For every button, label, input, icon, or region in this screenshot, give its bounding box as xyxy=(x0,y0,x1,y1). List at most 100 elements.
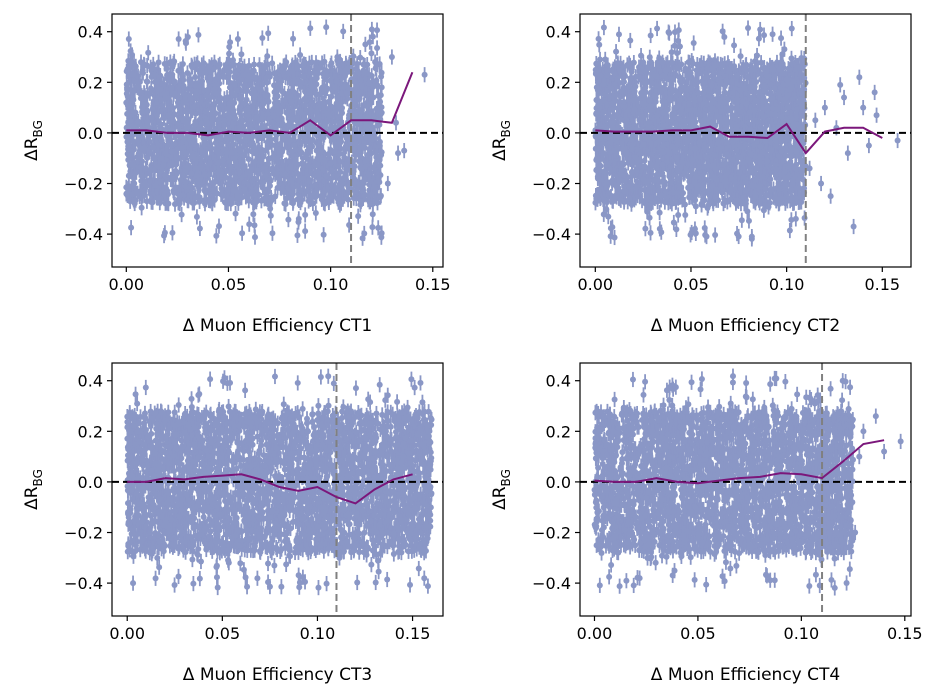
data-point xyxy=(264,111,271,118)
plot-content xyxy=(112,14,443,267)
data-point xyxy=(161,90,168,97)
data-point xyxy=(369,136,376,143)
data-point xyxy=(269,60,276,67)
data-point xyxy=(188,153,195,160)
data-point xyxy=(206,143,213,150)
data-point xyxy=(237,103,244,110)
panel-ct1: Δ Muon Efficiency CT1 ΔRBG 0.00 0.05 0.10 0… xyxy=(22,13,451,336)
data-point xyxy=(259,35,266,42)
data-point xyxy=(288,148,295,155)
data-point xyxy=(154,78,161,85)
data-point xyxy=(359,143,366,150)
data-point xyxy=(306,178,313,185)
data-point xyxy=(192,74,199,81)
data-point xyxy=(322,71,329,78)
data-point xyxy=(125,36,132,43)
data-point xyxy=(227,177,234,184)
data-point xyxy=(357,198,364,205)
data-point xyxy=(154,195,161,202)
data-point xyxy=(358,82,365,89)
data-point xyxy=(203,92,210,99)
data-point xyxy=(232,174,239,181)
data-point xyxy=(264,160,271,167)
data-point xyxy=(274,155,281,162)
data-point xyxy=(331,148,338,155)
data-point xyxy=(316,156,323,163)
data-point xyxy=(246,221,253,228)
data-point xyxy=(152,182,159,189)
data-point xyxy=(157,86,164,93)
data-point xyxy=(131,170,138,177)
data-point xyxy=(366,39,373,46)
data-point xyxy=(300,115,307,122)
data-point xyxy=(157,178,164,185)
data-point xyxy=(277,140,284,147)
data-point xyxy=(218,168,225,175)
data-point xyxy=(355,69,362,76)
data-point xyxy=(130,109,137,116)
data-point xyxy=(283,109,290,116)
data-point xyxy=(306,143,313,150)
data-point xyxy=(208,94,215,101)
data-point xyxy=(355,213,362,220)
data-point xyxy=(251,175,258,182)
data-point xyxy=(364,61,371,68)
data-point xyxy=(356,158,363,165)
data-point xyxy=(170,90,177,97)
data-point xyxy=(323,24,330,31)
data-point xyxy=(226,84,233,91)
data-point xyxy=(302,228,309,235)
plot-area: 0.00 0.05 0.10 0.15−0.4−0.20.00.20.4 xyxy=(64,13,451,294)
data-point xyxy=(170,175,177,182)
data-point xyxy=(186,135,193,142)
data-point xyxy=(345,156,352,163)
data-point xyxy=(221,95,228,102)
data-point xyxy=(362,163,369,170)
data-point xyxy=(357,54,364,61)
data-point xyxy=(297,51,304,58)
data-point xyxy=(378,151,385,158)
data-point xyxy=(234,35,241,42)
data-point xyxy=(361,176,368,183)
data-point xyxy=(300,162,307,169)
data-point xyxy=(215,62,222,69)
data-point xyxy=(374,199,381,206)
data-point xyxy=(165,142,172,149)
data-point xyxy=(328,60,335,67)
data-point xyxy=(123,133,130,140)
data-point xyxy=(239,65,246,72)
data-point xyxy=(165,200,172,207)
data-point xyxy=(266,135,273,142)
data-point xyxy=(184,197,191,204)
data-point xyxy=(320,231,327,238)
data-point xyxy=(260,100,267,107)
data-point xyxy=(333,172,340,179)
data-point xyxy=(368,26,375,33)
data-point xyxy=(245,197,252,204)
data-point xyxy=(352,151,359,158)
data-point xyxy=(321,87,328,94)
data-point xyxy=(368,191,375,198)
data-point xyxy=(161,232,168,239)
data-point xyxy=(334,54,341,61)
data-point xyxy=(355,181,362,188)
data-point xyxy=(232,210,239,217)
data-point xyxy=(364,123,371,130)
data-point xyxy=(179,60,186,67)
data-point xyxy=(251,94,258,101)
data-point xyxy=(374,27,381,34)
data-point xyxy=(264,53,271,60)
data-point xyxy=(226,100,233,107)
data-point xyxy=(144,108,151,115)
data-point xyxy=(124,138,131,145)
data-point xyxy=(302,153,309,160)
data-point xyxy=(294,232,301,239)
data-point xyxy=(212,110,219,117)
data-point xyxy=(302,98,309,105)
data-point xyxy=(179,73,186,80)
data-point xyxy=(232,69,239,76)
data-point xyxy=(297,148,304,155)
data-point xyxy=(215,159,222,166)
data-point xyxy=(368,50,375,57)
data-point xyxy=(162,150,169,157)
